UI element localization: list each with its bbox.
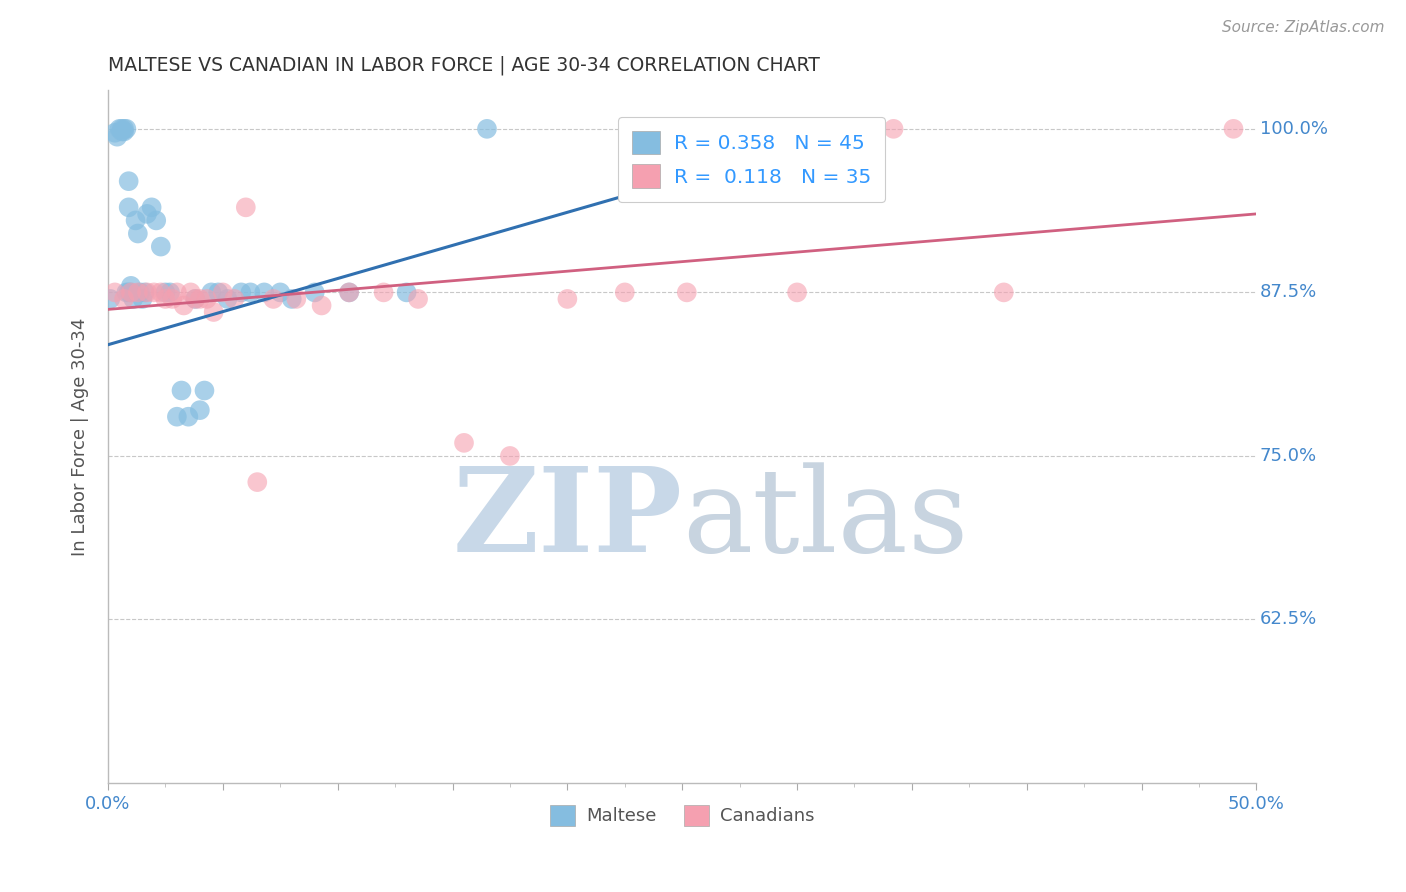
Point bbox=[217, 292, 239, 306]
Point bbox=[112, 292, 135, 306]
Text: 75.0%: 75.0% bbox=[1260, 447, 1317, 465]
Point bbox=[188, 403, 211, 417]
Point bbox=[475, 121, 498, 136]
Point bbox=[134, 285, 156, 300]
Point bbox=[993, 285, 1015, 300]
Point bbox=[131, 292, 153, 306]
Point bbox=[111, 124, 134, 138]
Point bbox=[195, 292, 218, 306]
Point bbox=[127, 285, 149, 300]
Point bbox=[173, 298, 195, 312]
Text: 100.0%: 100.0% bbox=[1260, 120, 1327, 138]
Point bbox=[120, 278, 142, 293]
Text: atlas: atlas bbox=[682, 462, 969, 577]
Point bbox=[112, 124, 135, 138]
Point bbox=[269, 285, 291, 300]
Point bbox=[235, 200, 257, 214]
Point bbox=[104, 285, 127, 300]
Point bbox=[285, 292, 308, 306]
Point bbox=[304, 285, 326, 300]
Point bbox=[177, 409, 200, 424]
Point bbox=[127, 227, 149, 241]
Point bbox=[675, 285, 697, 300]
Point bbox=[281, 292, 304, 306]
Point bbox=[184, 292, 207, 306]
Text: 62.5%: 62.5% bbox=[1260, 610, 1317, 629]
Point bbox=[149, 285, 172, 300]
Point bbox=[115, 121, 138, 136]
Point bbox=[136, 285, 159, 300]
Point bbox=[166, 285, 188, 300]
Point bbox=[118, 200, 141, 214]
Text: 87.5%: 87.5% bbox=[1260, 284, 1317, 301]
Point bbox=[145, 213, 167, 227]
Point bbox=[111, 121, 134, 136]
Point bbox=[122, 292, 145, 306]
Text: Source: ZipAtlas.com: Source: ZipAtlas.com bbox=[1222, 20, 1385, 35]
Y-axis label: In Labor Force | Age 30-34: In Labor Force | Age 30-34 bbox=[72, 318, 89, 556]
Point bbox=[108, 121, 131, 136]
Point bbox=[155, 285, 177, 300]
Point bbox=[337, 285, 360, 300]
Point bbox=[395, 285, 418, 300]
Point bbox=[207, 285, 229, 300]
Point bbox=[406, 292, 429, 306]
Point bbox=[1222, 121, 1244, 136]
Point bbox=[184, 292, 207, 306]
Point bbox=[337, 285, 360, 300]
Point bbox=[188, 292, 211, 306]
Point bbox=[557, 292, 579, 306]
Point bbox=[129, 285, 152, 300]
Point bbox=[211, 285, 233, 300]
Point bbox=[142, 285, 165, 300]
Point bbox=[120, 285, 142, 300]
Point bbox=[104, 126, 127, 140]
Point bbox=[786, 285, 808, 300]
Point bbox=[170, 384, 193, 398]
Point bbox=[98, 292, 121, 306]
Point bbox=[180, 285, 202, 300]
Point bbox=[373, 285, 395, 300]
Point bbox=[136, 207, 159, 221]
Point bbox=[453, 435, 475, 450]
Point bbox=[118, 174, 141, 188]
Point bbox=[105, 129, 128, 144]
Legend: Maltese, Canadians: Maltese, Canadians bbox=[543, 797, 821, 833]
Point bbox=[155, 292, 177, 306]
Point bbox=[166, 409, 188, 424]
Point bbox=[262, 292, 284, 306]
Text: MALTESE VS CANADIAN IN LABOR FORCE | AGE 30-34 CORRELATION CHART: MALTESE VS CANADIAN IN LABOR FORCE | AGE… bbox=[108, 55, 820, 75]
Point bbox=[159, 285, 181, 300]
Point bbox=[253, 285, 276, 300]
Point bbox=[115, 285, 138, 300]
Point bbox=[613, 285, 636, 300]
Point bbox=[193, 384, 215, 398]
Point bbox=[246, 475, 269, 489]
Point bbox=[202, 305, 225, 319]
Point bbox=[162, 292, 184, 306]
Point bbox=[224, 292, 246, 306]
Point bbox=[118, 285, 141, 300]
Point bbox=[141, 200, 163, 214]
Point bbox=[499, 449, 522, 463]
Point bbox=[112, 121, 135, 136]
Point bbox=[311, 298, 333, 312]
Point bbox=[149, 239, 172, 253]
Point bbox=[200, 285, 222, 300]
Point bbox=[124, 213, 146, 227]
Point bbox=[120, 285, 142, 300]
Point bbox=[239, 285, 262, 300]
Text: ZIP: ZIP bbox=[453, 462, 682, 577]
Point bbox=[883, 121, 905, 136]
Point bbox=[231, 285, 253, 300]
